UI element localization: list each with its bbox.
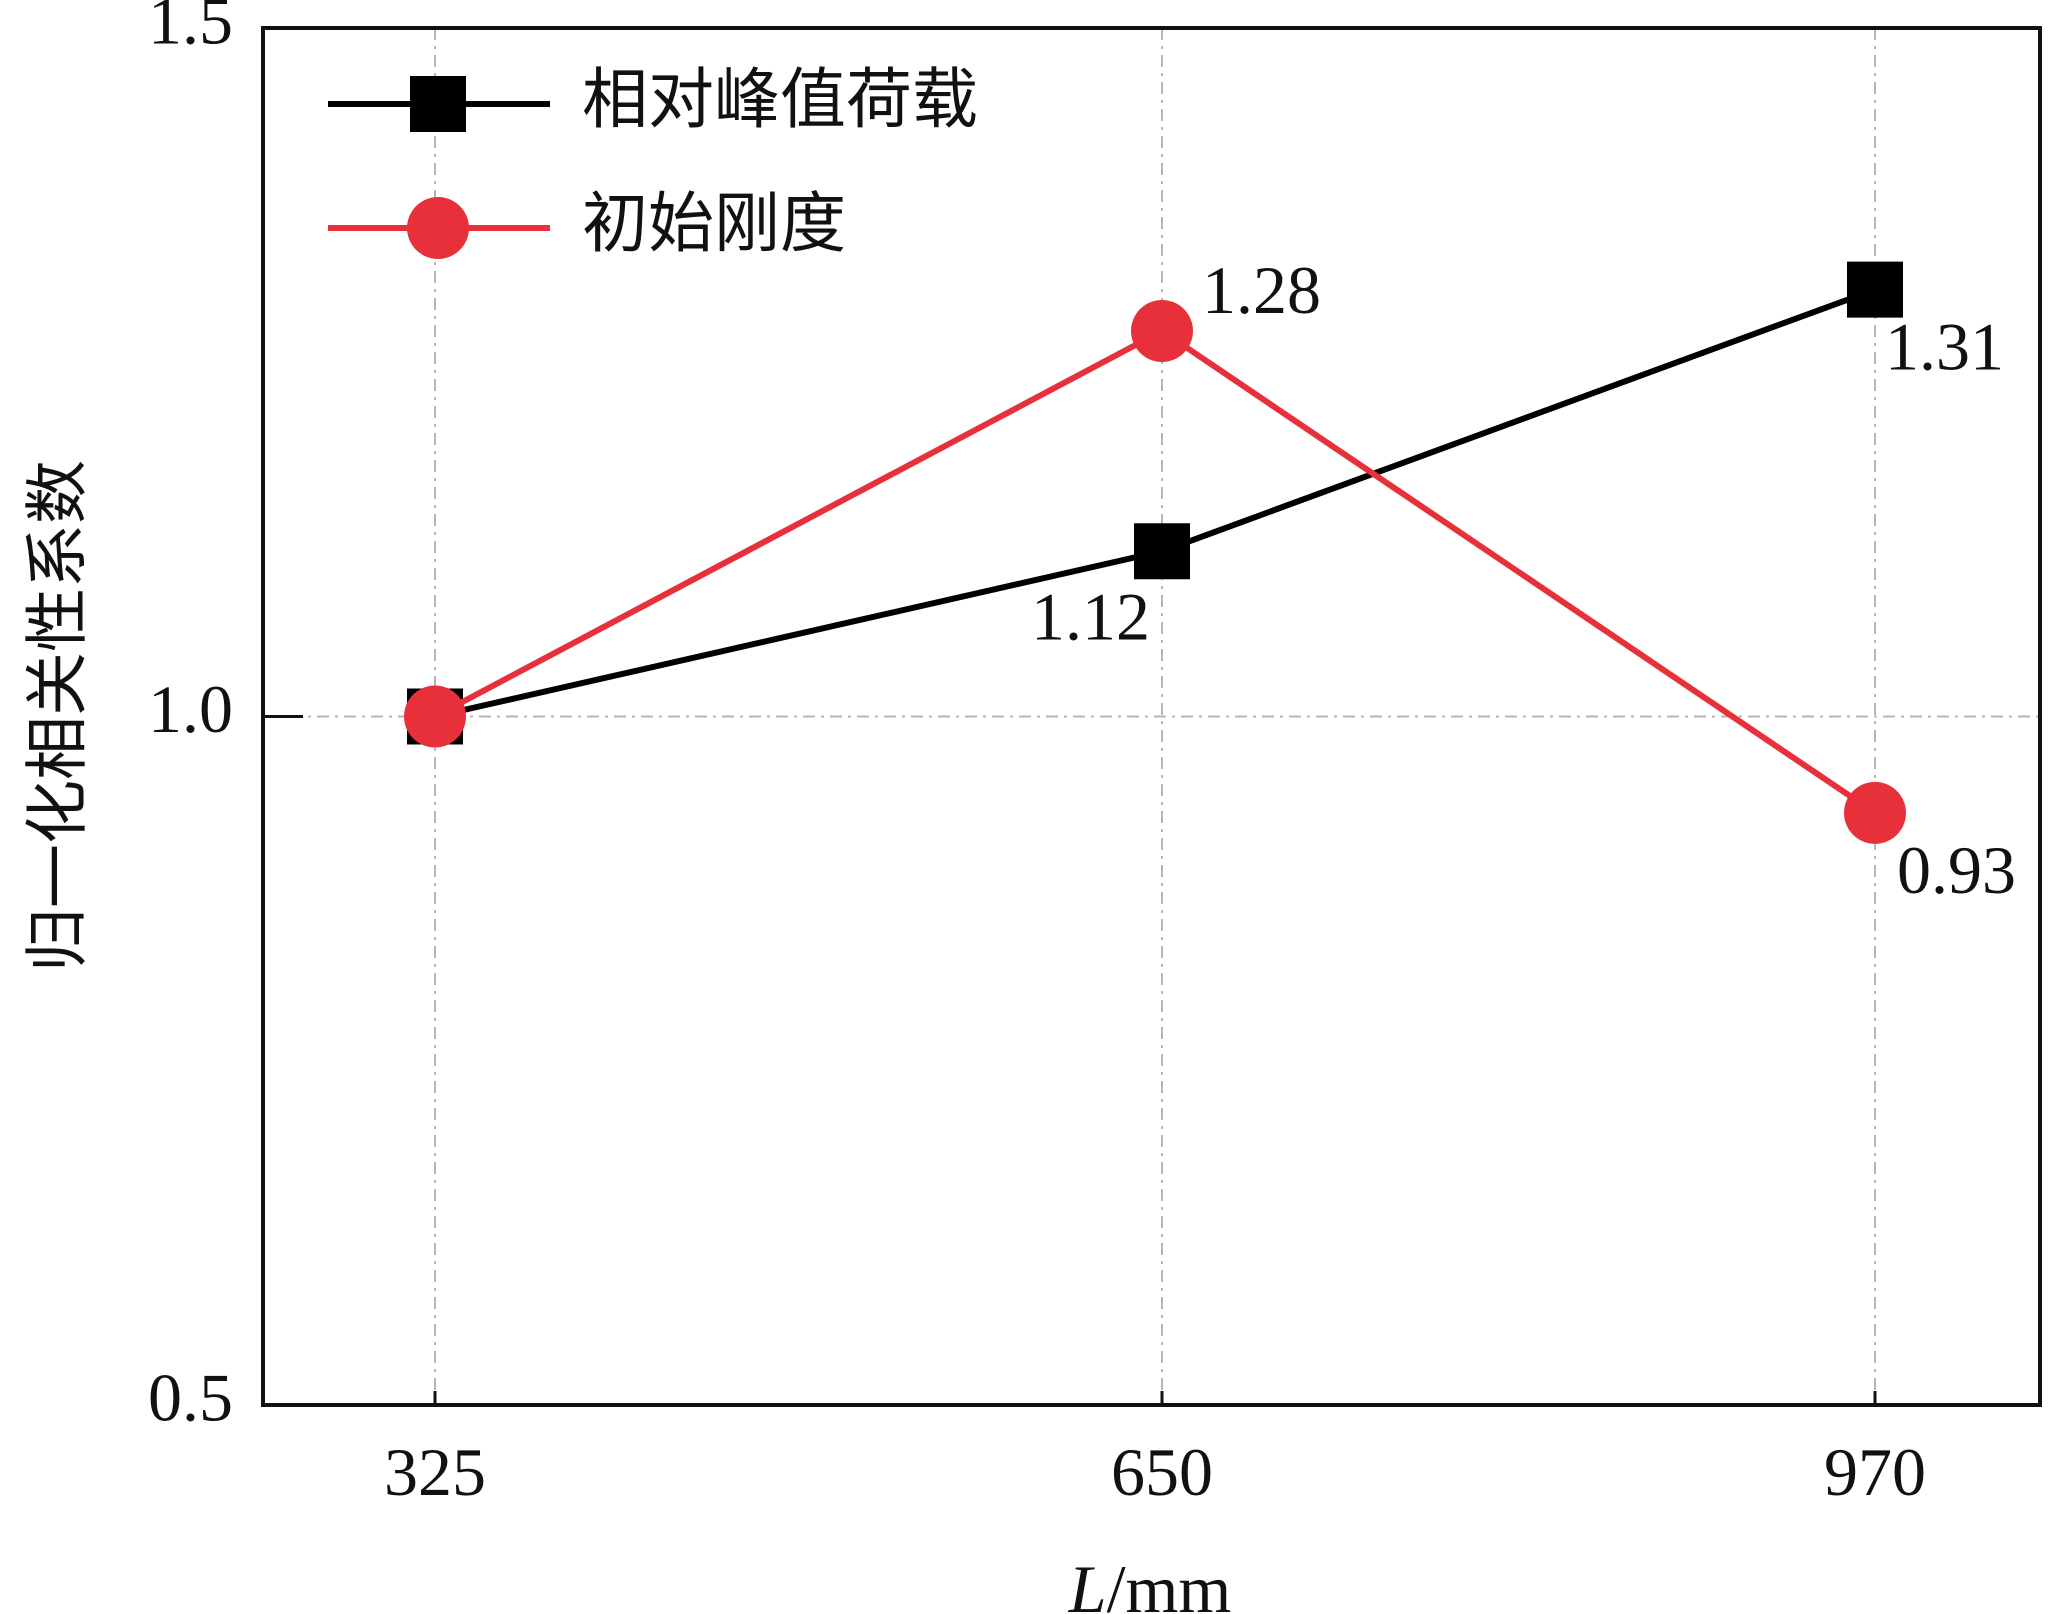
- y-tick-label: 1.0: [148, 671, 233, 747]
- x-axis-label-unit: /mm: [1107, 1551, 1232, 1614]
- data-label: 1.28: [1202, 252, 1321, 328]
- x-axis-label: L/mm: [1068, 1551, 1232, 1614]
- data-label: 1.12: [1031, 578, 1150, 654]
- series-layer: [404, 261, 1906, 844]
- data-label: 0.93: [1897, 832, 2016, 908]
- series-1-point: [404, 685, 466, 748]
- y-tick-label: 0.5: [148, 1360, 233, 1436]
- series-0-point: [1847, 261, 1903, 318]
- data-labels: 1.12 1.31 1.28 0.93: [1031, 252, 2016, 908]
- legend-label: 初始刚度: [582, 185, 846, 262]
- data-label: 1.31: [1885, 309, 2004, 385]
- legend-label: 相对峰值荷载: [582, 61, 978, 138]
- y-tick-label: 1.5: [148, 0, 233, 59]
- legend-marker: [407, 197, 469, 259]
- x-tick-label: 325: [384, 1434, 486, 1510]
- plot-frame: [261, 26, 2042, 1407]
- legend-marker: [410, 76, 466, 132]
- axis-ticks: 325 650 970 0.5 1.0 1.5: [148, 0, 1926, 1510]
- x-tick-label: 650: [1111, 1434, 1213, 1510]
- y-axis-label: 归一化相关性系数: [22, 460, 96, 972]
- x-axis-label-variable: L: [1068, 1551, 1107, 1614]
- series-1-point: [1131, 299, 1193, 362]
- series-0-point: [1134, 523, 1190, 580]
- x-tick-label: 970: [1824, 1434, 1926, 1510]
- grid-lines: [263, 28, 2040, 1405]
- series-1-point: [1844, 781, 1906, 844]
